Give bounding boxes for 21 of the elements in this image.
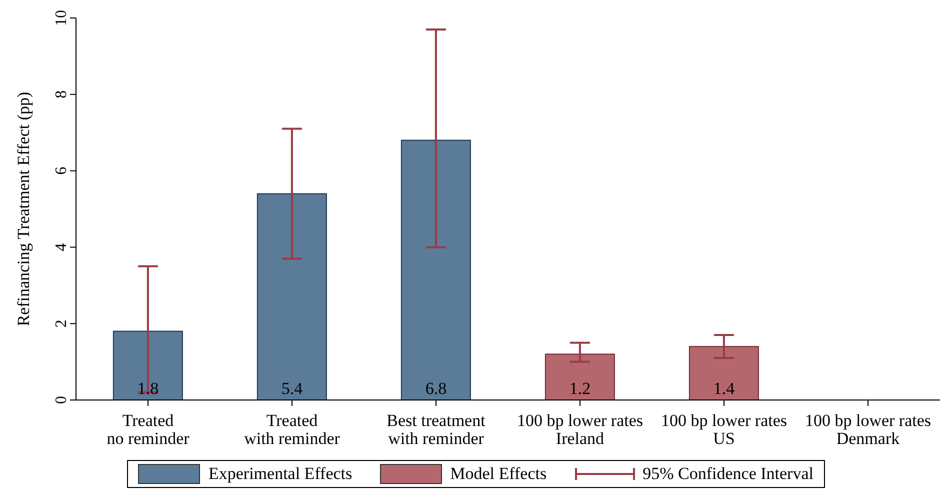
data-label: 6.8 xyxy=(425,379,447,398)
legend-label: Experimental Effects xyxy=(208,464,352,484)
legend-label: Model Effects xyxy=(450,464,547,484)
x-tick-label: 100 bp lower rates US xyxy=(660,411,788,448)
data-label: 1.2 xyxy=(569,379,591,398)
y-tick-label: 0 xyxy=(53,396,70,404)
y-tick-label: 10 xyxy=(53,10,70,26)
y-tick-label: 2 xyxy=(53,320,70,328)
x-tick-label: Best treatment with reminder xyxy=(386,411,486,448)
data-label: 5.4 xyxy=(281,379,304,398)
x-tick-label: Treated with reminder xyxy=(244,411,340,448)
x-tick-label: 100 bp lower rates Denmark xyxy=(804,411,932,448)
x-tick-label: Treated no reminder xyxy=(106,411,190,448)
y-tick-label: 4 xyxy=(53,243,70,252)
y-tick-label: 6 xyxy=(53,166,70,175)
text: 95% Confidence Interval xyxy=(642,464,814,484)
data-label: 1.8 xyxy=(137,379,159,398)
x-tick-label: 100 bp lower rates Ireland xyxy=(516,411,644,448)
y-axis-title: Refinancing Treatment Effect (pp) xyxy=(14,92,34,326)
y-tick-label: 8 xyxy=(53,90,70,98)
data-label: 1.4 xyxy=(713,379,736,398)
